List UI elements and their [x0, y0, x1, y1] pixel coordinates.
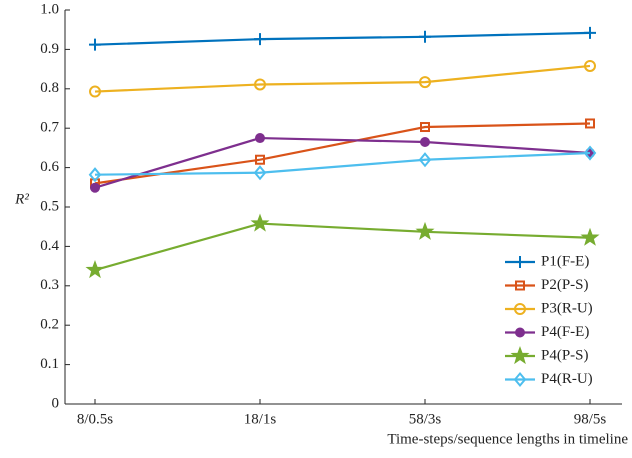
y-tick-label: 0.7 [40, 120, 59, 136]
legend-label: P2(P-S) [541, 277, 589, 293]
marker [419, 30, 431, 43]
series-line [94, 122, 591, 185]
marker [255, 154, 265, 165]
marker [583, 145, 597, 161]
legend-label: P4(R-U) [541, 371, 593, 387]
y-tick-label: 0.8 [40, 80, 59, 96]
marker [584, 26, 596, 39]
series [85, 213, 600, 279]
series-line [94, 151, 591, 176]
series [89, 59, 596, 98]
marker [89, 85, 101, 98]
marker [420, 122, 430, 133]
series-line [94, 31, 591, 46]
legend-label: P1(F-E) [541, 253, 589, 269]
marker [580, 227, 600, 246]
marker [255, 133, 265, 144]
marker [253, 165, 267, 181]
marker [85, 260, 105, 279]
marker [515, 327, 525, 338]
marker [418, 152, 432, 168]
y-tick-label: 0.1 [40, 356, 59, 372]
series-line [94, 136, 591, 189]
y-tick-label: 0 [52, 395, 60, 411]
x-axis-label: Time-steps/sequence lengths in timeline [387, 431, 628, 447]
y-tick-label: 0.2 [40, 317, 59, 333]
y-tick-label: 0.5 [40, 198, 59, 214]
series-line [94, 222, 591, 272]
marker [584, 59, 596, 72]
marker [254, 78, 266, 91]
legend-label: P4(P-S) [541, 347, 589, 363]
marker [515, 280, 525, 291]
y-axis-label: R² [14, 191, 29, 207]
marker [254, 33, 266, 46]
marker [513, 371, 527, 388]
marker [514, 256, 526, 268]
series [89, 26, 596, 51]
series [88, 145, 597, 183]
y-tick-label: 0.4 [40, 238, 59, 254]
marker [420, 136, 430, 147]
x-tick-label: 98/5s [574, 411, 607, 427]
legend-label: P4(F-E) [541, 324, 589, 340]
marker [415, 221, 435, 240]
y-tick-label: 0.3 [40, 277, 59, 293]
x-tick-label: 58/3s [409, 411, 442, 427]
y-tick-label: 0.6 [40, 159, 59, 175]
marker [514, 303, 526, 315]
y-tick-label: 1.0 [40, 1, 59, 17]
legend-label: P3(R-U) [541, 300, 593, 316]
marker [89, 38, 101, 51]
marker [88, 167, 102, 183]
series [90, 118, 595, 189]
y-tick-label: 0.9 [40, 41, 59, 57]
legend: P1(F-E) P2(P-S) P3(R-U) P4(F-E) P4(P-S) P4(R-… [505, 253, 593, 388]
marker [90, 182, 100, 193]
series-line [94, 64, 591, 93]
marker [250, 213, 270, 232]
marker [510, 346, 530, 365]
marker [419, 76, 431, 89]
marker [585, 118, 595, 129]
x-tick-label: 18/1s [244, 411, 277, 427]
x-tick-label: 8/0.5s [77, 411, 113, 427]
